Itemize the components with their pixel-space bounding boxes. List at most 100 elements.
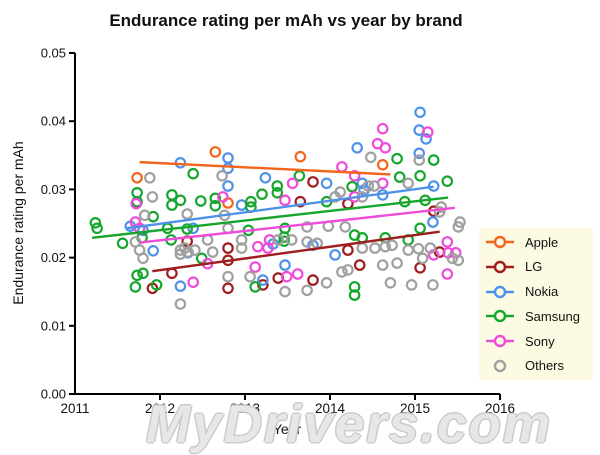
point-sony bbox=[251, 240, 264, 253]
point-samsung bbox=[89, 217, 102, 229]
point-others bbox=[279, 285, 291, 298]
point-lg bbox=[342, 244, 354, 256]
point-samsung bbox=[209, 192, 222, 205]
point-others bbox=[405, 279, 418, 291]
point-nokia bbox=[420, 133, 432, 145]
legend-circle bbox=[493, 310, 507, 323]
y-tick-label: 0.02 bbox=[41, 250, 66, 265]
point-others bbox=[379, 240, 392, 253]
point-sony bbox=[130, 197, 142, 210]
point-lg bbox=[222, 282, 234, 295]
point-samsung bbox=[427, 154, 440, 166]
x-tick-label: 2015 bbox=[400, 401, 430, 416]
point-samsung bbox=[195, 252, 208, 265]
point-samsung bbox=[414, 170, 426, 182]
legend-item-nokia: Nokia bbox=[479, 281, 593, 303]
point-others bbox=[342, 264, 354, 276]
point-others bbox=[362, 180, 375, 192]
point-sony bbox=[421, 126, 434, 138]
point-samsung bbox=[150, 279, 163, 291]
point-nokia bbox=[257, 274, 269, 286]
point-samsung bbox=[271, 187, 284, 199]
x-tick-label: 2014 bbox=[315, 401, 346, 416]
point-samsung bbox=[91, 222, 103, 235]
point-samsung bbox=[393, 171, 406, 183]
point-others bbox=[386, 239, 398, 252]
point-others bbox=[435, 201, 448, 213]
point-others bbox=[356, 242, 369, 254]
point-samsung bbox=[181, 223, 193, 235]
legend-marker-icon bbox=[486, 285, 514, 298]
trendline-sony bbox=[139, 206, 456, 244]
point-apple bbox=[376, 159, 389, 171]
point-samsung bbox=[391, 152, 403, 165]
y-tick-label: 0.00 bbox=[41, 387, 66, 402]
point-others bbox=[368, 180, 380, 192]
point-lg bbox=[307, 274, 319, 286]
x-tick-label: 2013 bbox=[230, 401, 260, 416]
legend-label: Sony bbox=[525, 333, 555, 349]
point-nokia bbox=[414, 106, 426, 119]
point-others bbox=[424, 242, 437, 254]
trendline-samsung bbox=[91, 196, 449, 240]
point-apple bbox=[131, 172, 143, 184]
point-others bbox=[369, 242, 381, 254]
legend-circle bbox=[493, 235, 507, 249]
legend-circle bbox=[493, 285, 507, 298]
legend-item-sony: Sony bbox=[479, 330, 593, 352]
point-others bbox=[412, 242, 425, 255]
point-others bbox=[402, 244, 414, 256]
point-sony bbox=[279, 194, 291, 207]
point-samsung bbox=[348, 289, 361, 301]
legend-label: Nokia bbox=[525, 284, 559, 300]
point-samsung bbox=[245, 195, 257, 208]
point-nokia bbox=[259, 172, 272, 184]
point-sony bbox=[379, 142, 392, 154]
legend-marker-icon bbox=[486, 235, 514, 249]
point-others bbox=[137, 252, 149, 265]
point-nokia bbox=[222, 180, 234, 192]
point-others bbox=[413, 154, 425, 166]
point-nokia bbox=[427, 216, 439, 228]
point-others bbox=[174, 298, 187, 310]
point-sony bbox=[286, 177, 299, 190]
point-samsung bbox=[129, 281, 142, 293]
point-others bbox=[285, 234, 298, 246]
point-others bbox=[454, 216, 466, 228]
point-others bbox=[301, 221, 313, 233]
trendline-apple bbox=[139, 160, 391, 176]
legend-label: Others bbox=[525, 358, 565, 374]
point-samsung bbox=[209, 200, 222, 212]
point-nokia bbox=[329, 249, 341, 261]
point-sony bbox=[291, 268, 304, 280]
point-sony bbox=[249, 261, 261, 273]
legend-item-lg: LG bbox=[479, 256, 593, 278]
point-samsung bbox=[166, 199, 178, 211]
point-others bbox=[272, 234, 284, 246]
point-samsung bbox=[348, 281, 361, 293]
point-samsung bbox=[131, 269, 143, 282]
point-others bbox=[222, 270, 234, 283]
point-others bbox=[391, 257, 403, 269]
point-samsung bbox=[187, 167, 199, 180]
point-others bbox=[182, 246, 194, 258]
point-others bbox=[402, 177, 414, 190]
point-nokia bbox=[187, 222, 199, 235]
point-nokia bbox=[427, 180, 440, 192]
point-others bbox=[427, 279, 439, 291]
point-samsung bbox=[249, 281, 261, 293]
legend-marker-icon bbox=[493, 359, 507, 373]
point-others bbox=[446, 252, 459, 265]
point-others bbox=[301, 284, 313, 297]
point-nokia bbox=[351, 142, 363, 154]
point-nokia bbox=[174, 280, 187, 292]
point-sony bbox=[280, 270, 293, 283]
legend-label: LG bbox=[525, 259, 543, 275]
legend-marker-icon bbox=[486, 334, 514, 348]
point-nokia bbox=[413, 147, 425, 160]
point-others bbox=[320, 276, 333, 289]
legend: Apple LG Nokia Samsung Sony Others bbox=[479, 228, 593, 380]
point-apple bbox=[209, 146, 222, 158]
